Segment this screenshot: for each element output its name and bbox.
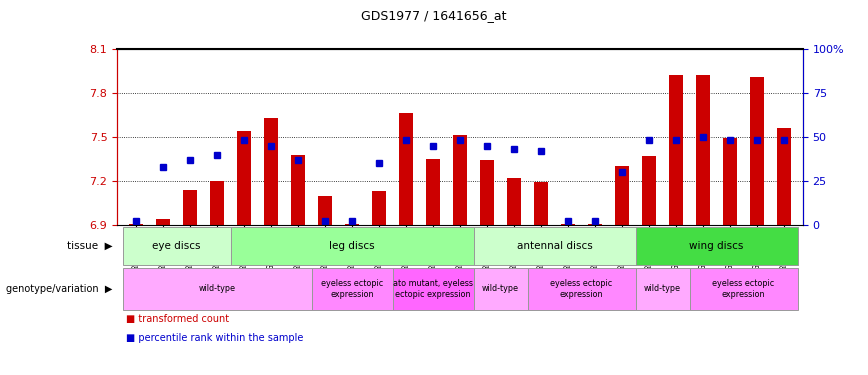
Bar bbox=[777, 128, 791, 225]
Text: eyeless ectopic
expression: eyeless ectopic expression bbox=[550, 279, 613, 299]
Bar bbox=[399, 113, 413, 225]
Bar bbox=[231, 227, 474, 265]
Text: eyeless ectopic
expression: eyeless ectopic expression bbox=[713, 279, 774, 299]
Text: genotype/variation  ▶: genotype/variation ▶ bbox=[6, 284, 113, 294]
Text: ato mutant, eyeless
ectopic expression: ato mutant, eyeless ectopic expression bbox=[393, 279, 473, 299]
Bar bbox=[372, 191, 385, 225]
Bar bbox=[689, 268, 798, 310]
Bar bbox=[696, 75, 710, 225]
Bar bbox=[265, 118, 278, 225]
Bar bbox=[129, 224, 143, 225]
Text: tissue  ▶: tissue ▶ bbox=[67, 241, 113, 251]
Bar bbox=[635, 227, 798, 265]
Bar bbox=[156, 219, 170, 225]
Bar bbox=[237, 131, 251, 225]
Bar bbox=[480, 160, 494, 225]
Bar bbox=[635, 268, 689, 310]
Bar bbox=[723, 138, 737, 225]
Bar bbox=[345, 224, 358, 225]
Text: wild-type: wild-type bbox=[199, 284, 235, 293]
Bar bbox=[474, 227, 635, 265]
Bar bbox=[615, 166, 628, 225]
Bar bbox=[589, 224, 602, 225]
Bar bbox=[122, 268, 312, 310]
Text: leg discs: leg discs bbox=[329, 241, 375, 251]
Text: antennal discs: antennal discs bbox=[516, 241, 592, 251]
Text: wild-type: wild-type bbox=[644, 284, 681, 293]
Text: eye discs: eye discs bbox=[152, 241, 201, 251]
Text: ■ percentile rank within the sample: ■ percentile rank within the sample bbox=[126, 333, 303, 343]
Text: GDS1977 / 1641656_at: GDS1977 / 1641656_at bbox=[361, 9, 507, 22]
Bar bbox=[292, 154, 305, 225]
Text: wing discs: wing discs bbox=[689, 241, 744, 251]
Bar bbox=[210, 181, 224, 225]
Bar bbox=[183, 190, 197, 225]
Bar bbox=[474, 268, 528, 310]
Bar bbox=[453, 135, 467, 225]
Bar bbox=[392, 268, 474, 310]
Bar bbox=[122, 227, 231, 265]
Bar bbox=[426, 159, 440, 225]
Bar bbox=[507, 178, 521, 225]
Bar bbox=[669, 75, 683, 225]
Text: wild-type: wild-type bbox=[482, 284, 519, 293]
Text: eyeless ectopic
expression: eyeless ectopic expression bbox=[321, 279, 383, 299]
Bar bbox=[535, 182, 548, 225]
Bar bbox=[319, 196, 332, 225]
Bar bbox=[528, 268, 635, 310]
Bar bbox=[562, 224, 575, 225]
Text: ■ transformed count: ■ transformed count bbox=[126, 314, 229, 324]
Bar bbox=[312, 268, 392, 310]
Bar bbox=[750, 76, 764, 225]
Bar bbox=[642, 156, 655, 225]
